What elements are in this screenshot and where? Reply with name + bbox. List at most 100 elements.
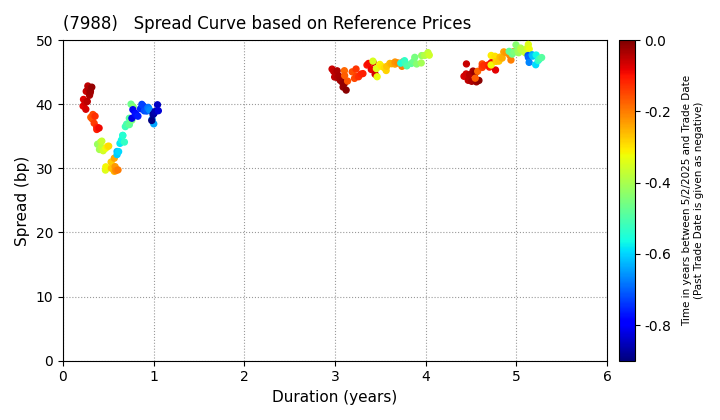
Point	[395, 60, 407, 66]
Point	[148, 110, 160, 117]
Point	[485, 62, 497, 68]
Point	[367, 59, 379, 66]
Point	[466, 78, 477, 85]
Point	[472, 68, 483, 75]
Point	[401, 63, 413, 69]
Point	[478, 62, 490, 68]
Point	[94, 125, 105, 131]
Point	[109, 155, 120, 162]
Point	[485, 59, 497, 66]
Point	[484, 64, 495, 71]
Point	[109, 163, 121, 170]
Point	[337, 84, 348, 90]
Point	[92, 141, 104, 147]
Point	[536, 54, 547, 61]
Point	[109, 168, 120, 175]
Point	[143, 104, 154, 111]
Point	[85, 114, 96, 121]
Point	[374, 61, 386, 68]
Point	[338, 67, 350, 74]
Point	[78, 96, 89, 103]
Point	[513, 50, 524, 56]
Point	[409, 54, 420, 60]
Point	[120, 123, 131, 130]
Point	[527, 53, 539, 60]
Point	[379, 64, 390, 71]
Point	[113, 148, 125, 155]
Point	[136, 101, 148, 108]
Point	[117, 132, 128, 139]
Point	[99, 167, 111, 173]
Point	[419, 52, 431, 59]
Point	[390, 59, 401, 66]
Point	[493, 58, 505, 65]
Point	[512, 47, 523, 54]
Point	[95, 139, 107, 145]
Point	[496, 55, 508, 61]
Point	[473, 77, 485, 84]
Point	[127, 104, 139, 110]
Point	[81, 88, 92, 94]
Point	[485, 52, 497, 59]
Point	[523, 46, 535, 52]
Point	[348, 75, 360, 82]
Point	[336, 79, 348, 85]
Point	[530, 61, 541, 68]
Point	[142, 105, 153, 112]
Point	[339, 72, 351, 79]
Point	[422, 49, 433, 56]
Point	[110, 167, 122, 174]
Point	[532, 57, 544, 64]
Point	[506, 51, 518, 58]
Point	[477, 63, 488, 70]
Point	[130, 110, 141, 117]
Point	[148, 110, 160, 116]
Point	[515, 45, 526, 51]
Point	[386, 60, 397, 67]
Point	[97, 147, 109, 154]
Point	[96, 138, 107, 144]
Point	[371, 65, 382, 72]
Point	[467, 68, 479, 74]
Point	[114, 140, 126, 147]
Point	[328, 68, 340, 75]
Point	[126, 115, 138, 122]
Text: (7988)   Spread Curve based on Reference Prices: (7988) Spread Curve based on Reference P…	[63, 15, 472, 33]
Point	[124, 121, 135, 128]
Point	[329, 74, 341, 80]
Point	[86, 116, 98, 122]
Point	[482, 62, 494, 68]
Point	[149, 108, 161, 115]
Point	[326, 66, 338, 72]
Point	[124, 115, 135, 122]
Point	[146, 116, 158, 123]
Point	[132, 113, 144, 120]
Point	[355, 71, 366, 77]
Point	[85, 88, 96, 94]
Point	[498, 48, 510, 55]
Point	[82, 83, 94, 89]
Point	[338, 80, 350, 87]
Point	[89, 120, 100, 126]
Point	[130, 110, 141, 117]
Point	[126, 117, 138, 123]
Point	[138, 102, 149, 109]
Point	[390, 61, 401, 68]
Point	[490, 67, 501, 74]
Point	[477, 60, 488, 67]
Point	[103, 143, 114, 150]
Point	[526, 51, 538, 58]
Point	[350, 66, 361, 72]
Point	[392, 60, 404, 66]
Point	[116, 137, 127, 144]
Point	[460, 71, 472, 77]
Point	[458, 73, 469, 80]
Point	[357, 70, 369, 77]
Point	[91, 124, 102, 131]
Point	[494, 54, 505, 60]
Point	[353, 74, 364, 80]
Point	[330, 70, 341, 76]
Point	[148, 121, 160, 127]
Point	[400, 60, 411, 67]
Point	[408, 58, 419, 65]
